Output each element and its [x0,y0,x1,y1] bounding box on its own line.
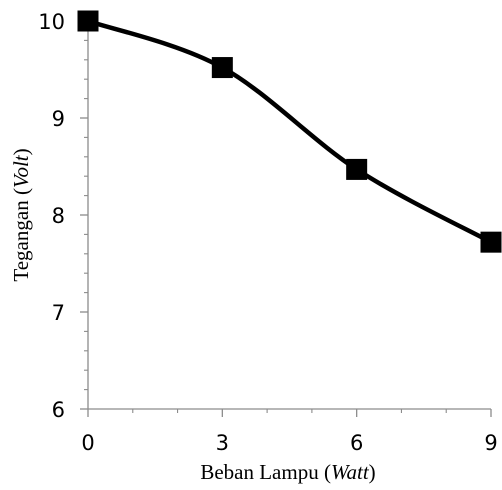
y-tick-labels: 6 7 8 9 10 [38,10,65,422]
y-tick-label: 10 [38,10,65,34]
series-line [87,18,493,245]
y-tick-label: 8 [52,204,65,228]
series-group [77,10,502,253]
y-tick-label: 7 [52,301,65,325]
x-major-ticks [87,409,492,417]
y-tick-label: 6 [52,398,65,422]
data-point-marker [77,10,99,32]
y-minor-ticks [84,39,88,391]
x-tick-label: 6 [350,431,363,455]
x-tick-labels: 0 3 6 9 [81,431,497,455]
data-point-marker [480,231,502,253]
data-point-marker [211,57,233,79]
x-axis-title: Beban Lampu (Watt) [200,460,375,484]
axes [80,20,492,417]
data-point-marker [346,158,368,180]
x-tick-label: 0 [81,431,94,455]
x-tick-label: 3 [216,431,229,455]
y-axis-title: Tegangan (Volt) [9,148,33,281]
y-tick-label: 9 [52,107,65,131]
x-tick-label: 9 [484,431,497,455]
x-minor-ticks [132,409,447,413]
